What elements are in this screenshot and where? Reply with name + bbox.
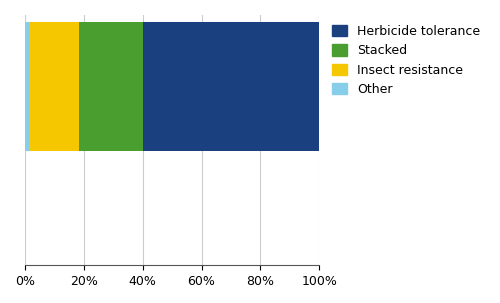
Bar bbox=[142, 22, 320, 151]
Bar bbox=[80, 22, 142, 151]
Bar bbox=[25, 22, 29, 151]
Legend: Herbicide tolerance, Stacked, Insect resistance, Other: Herbicide tolerance, Stacked, Insect res… bbox=[328, 21, 484, 99]
Bar bbox=[30, 22, 80, 151]
